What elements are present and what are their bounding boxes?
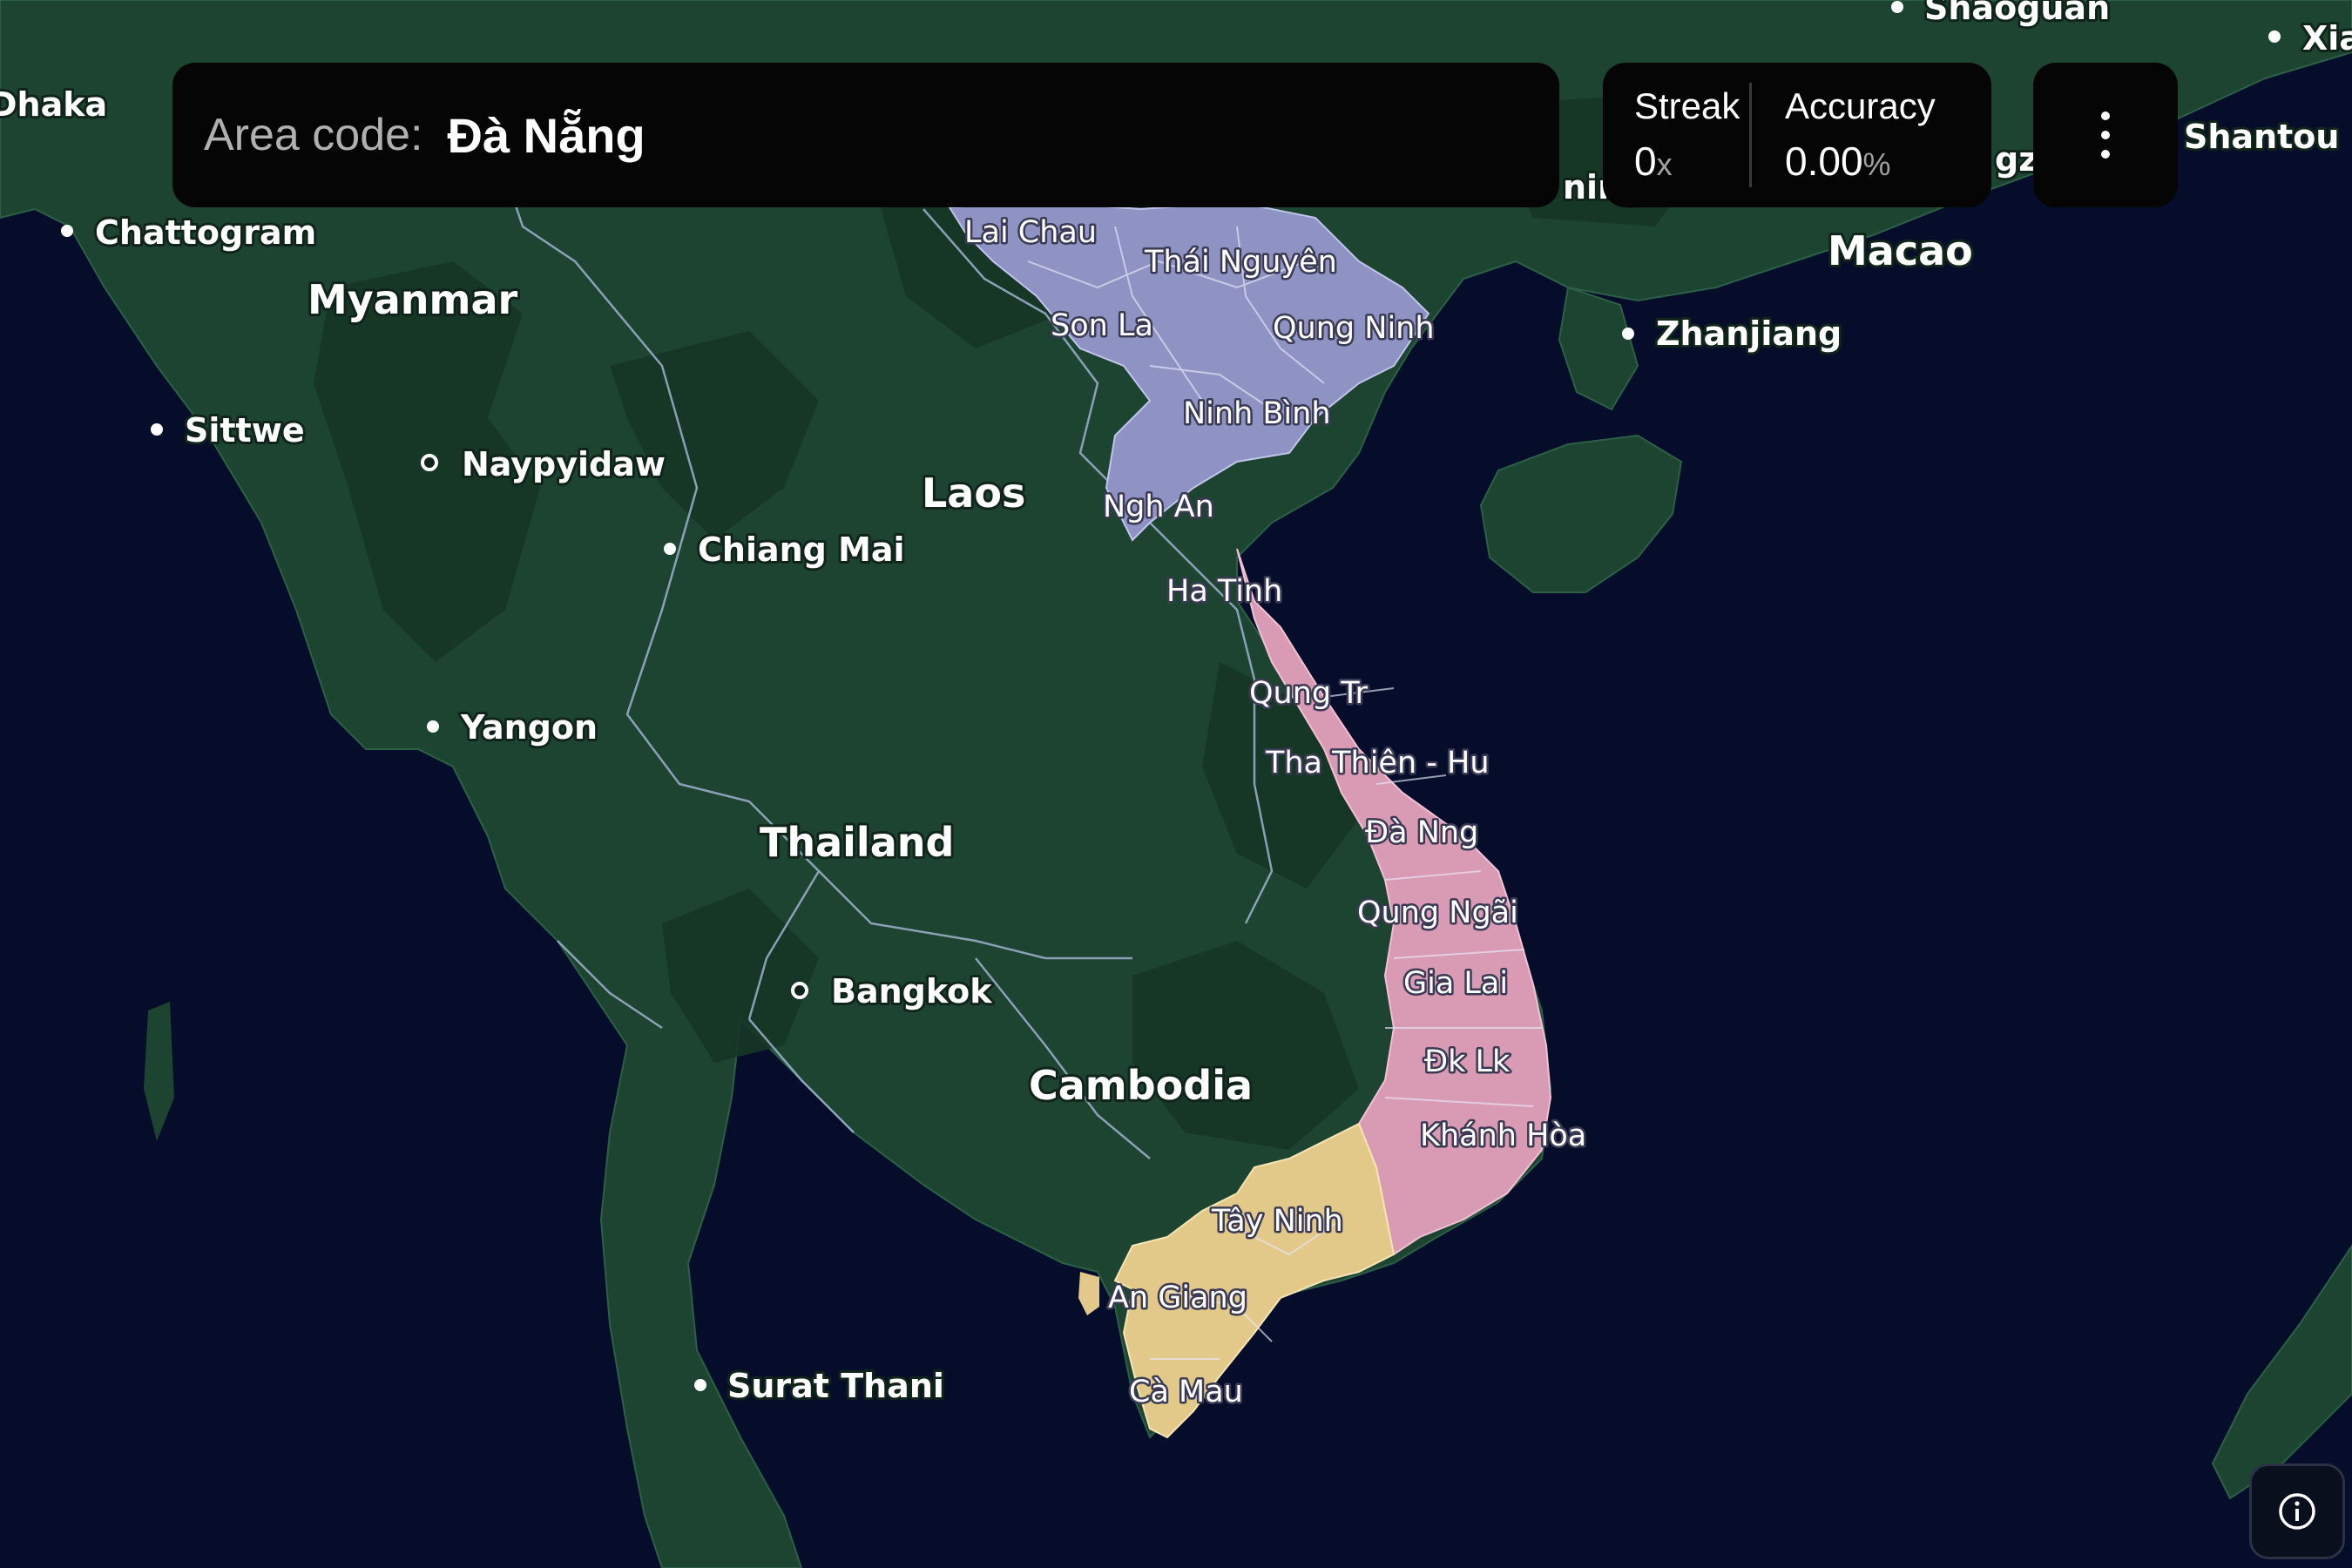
province-borders [1027,226,1542,1360]
country-label-thailand: Thailand [760,819,954,866]
prompt-label: Area code: [204,110,423,160]
streak-value-line: 0x [1634,138,1749,185]
province-label-quang-ngai: Qung Ngãi [1357,896,1518,930]
province-label-ha-tinh: Ha Tinh [1166,574,1282,609]
prompt-panel: Area code: Đà Nẵng [172,63,1559,207]
streak-value: 0 [1634,139,1657,184]
city-label-chattogram: Chattogram [95,213,316,252]
province-label-ca-mau: Cà Mau [1129,1375,1243,1409]
city-label-yangon: Yangon [460,708,598,747]
city-label-naypyidaw: Naypyidaw [462,445,666,483]
stats-panel: Streak 0x Accuracy 0.00% [1603,63,1991,207]
city-label-sittwe: Sittwe [185,411,305,449]
info-icon [2279,1493,2315,1530]
province-label-dak-lak: Đk Lk [1424,1044,1511,1079]
country-label-myanmar: Myanmar [308,276,518,323]
city-label-zhanjiang: Zhanjiang [1656,314,1842,353]
land-hainan [1479,434,1683,593]
province-label-gia-lai: Gia Lai [1403,966,1508,1001]
streak-stat: Streak 0x [1603,63,1749,207]
province-label-lai-chau: Lai Chau [964,215,1097,250]
province-label-an-giang: An Giang [1108,1281,1247,1315]
province-label-quang-ninh: Qung Ninh [1273,311,1435,346]
province-label-thai-nguyen: Thái Nguyên [1144,245,1337,280]
city-label-xia: Xia [2302,19,2352,57]
city-markers [61,1,2281,1391]
country-borders [486,121,1274,1159]
province-label-son-la: Son La [1051,308,1153,343]
city-label-surat-thani: Surat Thani [727,1367,944,1405]
province-label-khanh-hoa: Khánh Hòa [1420,1119,1586,1153]
province-label-quang-tri: Qung Tr [1249,676,1368,711]
region-central[interactable] [1236,548,1552,1256]
accuracy-unit: % [1862,146,1891,182]
accuracy-value-line: 0.00% [1785,138,1936,185]
streak-unit: x [1656,146,1673,182]
accuracy-stat: Accuracy 0.00% [1785,63,1936,207]
island-phu-quoc [1078,1272,1099,1315]
streak-label: Streak [1634,85,1740,126]
city-label-shantou: Shantou [2184,118,2339,156]
city-label-chiang-mai: Chiang Mai [698,531,905,569]
prompt-value: Đà Nẵng [447,107,645,163]
city-label-shaoguan: Shaoguan [1924,0,2110,27]
accuracy-value: 0.00 [1785,139,1863,184]
kebab-menu-icon [2101,112,2110,159]
city-label-bangkok: Bangkok [831,972,992,1010]
land-east-edge [2211,1244,2352,1500]
info-button[interactable] [2249,1463,2345,1559]
city-label-macao: Macao [1828,227,1973,274]
country-label-cambodia: Cambodia [1029,1062,1253,1109]
accuracy-label: Accuracy [1785,85,1936,126]
province-label-tay-ninh: Tây Ninh [1211,1204,1343,1239]
country-label-laos: Laos [922,470,1025,517]
city-label-dhaka: Dhaka [0,85,107,124]
province-label-ninh-binh: Ninh Bình [1183,396,1331,431]
land-andaman [144,1002,174,1141]
province-label-nghe-an: Ngh An [1103,490,1214,524]
province-label-da-nang: Đà Nng [1365,815,1478,850]
province-label-thua-thien-hue: Tha Thiên - Hu [1265,746,1490,781]
land-leizhou [1558,286,1639,411]
menu-button[interactable] [2033,63,2178,207]
stats-divider [1749,83,1752,187]
terrain-shading [314,96,1707,1150]
